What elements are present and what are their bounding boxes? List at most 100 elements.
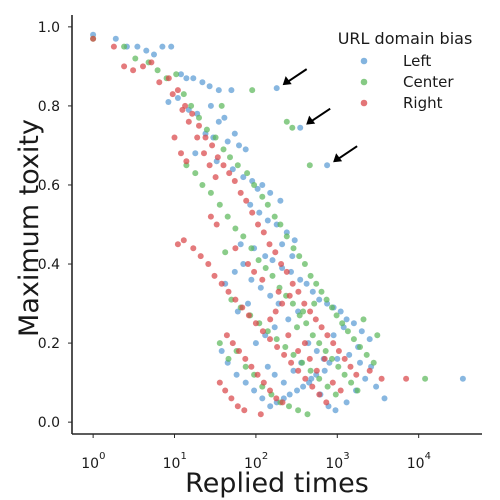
data-point <box>264 363 271 370</box>
data-point <box>222 387 229 394</box>
data-point <box>289 124 296 131</box>
x-tick-label: 10 <box>244 456 262 472</box>
data-point <box>332 407 339 414</box>
data-point <box>232 296 239 303</box>
data-point <box>283 118 290 125</box>
data-point <box>212 174 219 181</box>
data-point <box>283 268 290 275</box>
annotation-arrow <box>337 145 358 160</box>
legend-label-left: Left <box>403 52 431 70</box>
data-point <box>316 391 323 398</box>
y-tick-label: 0.4 <box>38 257 60 273</box>
data-point <box>221 114 228 121</box>
data-point <box>173 71 180 78</box>
y-axis-label: Maximum toxity <box>14 119 45 337</box>
data-point <box>354 387 361 394</box>
data-point <box>311 300 318 307</box>
data-point <box>154 67 161 74</box>
data-point <box>301 340 308 347</box>
data-point <box>378 375 385 382</box>
x-tick-label: 10 <box>407 456 425 472</box>
data-point <box>459 375 466 382</box>
data-point <box>168 43 175 50</box>
y-tick-label: 0.2 <box>38 336 60 352</box>
data-point <box>288 268 294 275</box>
data-point <box>350 320 357 327</box>
data-point <box>192 150 199 157</box>
data-point <box>228 395 235 402</box>
data-point <box>249 87 256 94</box>
data-point <box>324 332 331 339</box>
data-point <box>226 170 233 177</box>
data-point <box>285 316 292 323</box>
data-point <box>211 272 218 279</box>
data-point <box>260 379 267 386</box>
data-point <box>316 296 323 303</box>
data-point <box>171 134 178 141</box>
data-point <box>178 71 184 78</box>
data-point <box>216 379 223 386</box>
data-point <box>206 162 213 169</box>
data-point <box>222 249 229 256</box>
data-point <box>252 340 259 347</box>
data-point <box>353 371 360 378</box>
data-point <box>132 55 139 62</box>
data-point <box>240 261 247 267</box>
data-point <box>300 308 307 315</box>
data-point <box>324 162 331 169</box>
data-point <box>121 63 128 70</box>
data-point <box>335 348 342 354</box>
data-point <box>254 185 261 192</box>
data-point <box>225 355 232 362</box>
data-point <box>179 106 186 113</box>
data-point <box>289 300 296 307</box>
data-point <box>273 85 280 92</box>
data-point <box>296 312 303 319</box>
data-point <box>279 399 286 406</box>
data-point <box>121 43 128 50</box>
data-point <box>188 102 195 109</box>
data-point <box>343 399 350 406</box>
data-point <box>362 375 369 382</box>
data-point <box>240 233 247 240</box>
data-point <box>366 336 373 343</box>
data-point <box>272 308 279 315</box>
data-point <box>245 261 251 267</box>
data-point <box>257 284 264 291</box>
data-point <box>216 340 223 347</box>
x-axis-label: Replied times <box>185 468 369 499</box>
data-point <box>180 91 187 98</box>
data-point <box>169 91 176 98</box>
data-point <box>140 63 146 70</box>
data-point <box>290 245 297 252</box>
data-point <box>316 375 323 382</box>
data-point <box>321 367 328 374</box>
data-point <box>277 221 284 228</box>
data-point <box>209 142 216 149</box>
data-point <box>267 336 273 343</box>
data-point <box>239 304 246 311</box>
x-tick-exponent: 3 <box>343 451 349 462</box>
data-point <box>255 221 261 228</box>
data-point <box>130 67 137 74</box>
data-point <box>322 348 329 354</box>
data-point <box>373 383 380 390</box>
data-point <box>242 363 249 370</box>
legend-marker-center <box>360 78 368 86</box>
data-point <box>192 170 199 177</box>
data-point <box>297 276 304 283</box>
data-point <box>214 154 221 161</box>
data-point <box>332 391 339 398</box>
data-point <box>272 249 279 256</box>
data-point <box>251 268 258 275</box>
data-point <box>301 261 308 267</box>
data-point <box>346 351 353 358</box>
data-point <box>341 371 348 378</box>
data-point <box>285 332 292 339</box>
data-point <box>205 261 212 267</box>
data-point <box>294 387 300 394</box>
data-point <box>259 193 266 200</box>
data-point <box>279 241 286 248</box>
data-point <box>309 383 316 390</box>
data-point <box>290 367 297 374</box>
